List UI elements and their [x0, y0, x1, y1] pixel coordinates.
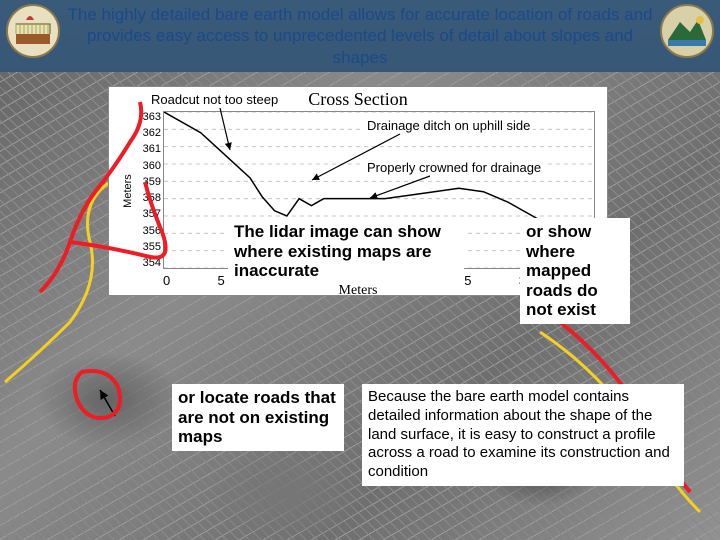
callout-because: Because the bare earth model contains de… [362, 384, 684, 486]
callout-lidar-inaccurate: The lidar image can show where existing … [228, 218, 464, 285]
callout-or-show-not-exist: or show where mapped roads do not exist [520, 218, 630, 324]
callout-or-locate: or locate roads that are not on existing… [172, 384, 344, 451]
